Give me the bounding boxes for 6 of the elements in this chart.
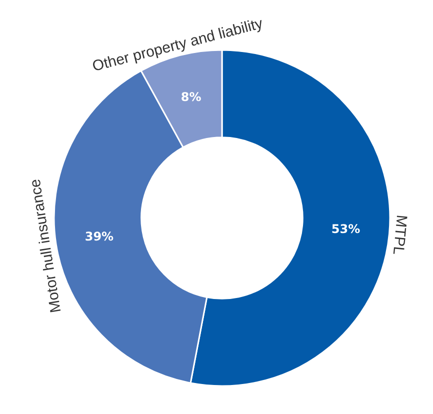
slice-label: Other property and liability (90, 14, 265, 76)
data-label: 53% (331, 222, 360, 236)
slice-label: Motor hull insurance (26, 178, 65, 314)
data-label: 39% (84, 230, 114, 244)
data-label: 8% (180, 90, 202, 104)
slice-label: MTPL (389, 214, 410, 256)
